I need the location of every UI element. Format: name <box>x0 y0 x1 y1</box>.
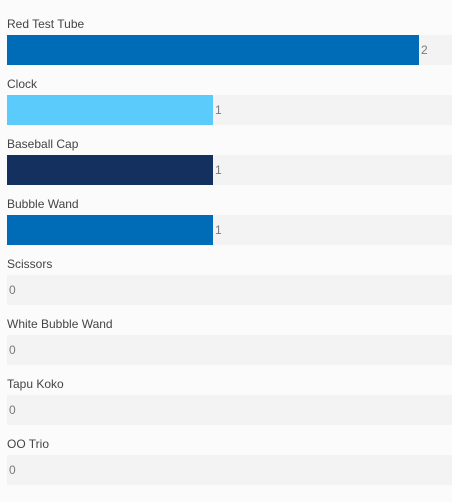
category-label: White Bubble Wand <box>7 317 113 331</box>
bar-track: 0 <box>7 395 452 425</box>
data-label: 1 <box>215 223 222 237</box>
bar <box>7 215 213 245</box>
bar-track: 1 <box>7 215 452 245</box>
data-label: 0 <box>9 343 16 357</box>
data-label: 1 <box>215 103 222 117</box>
category-label: Scissors <box>7 257 53 271</box>
bar-track: 1 <box>7 155 452 185</box>
data-label: 2 <box>421 43 428 57</box>
bar <box>7 155 213 185</box>
category-label: Baseball Cap <box>7 137 79 151</box>
bar-track: 0 <box>7 335 452 365</box>
bar <box>7 35 419 65</box>
category-label: Clock <box>7 77 38 91</box>
category-label: Red Test Tube <box>7 17 85 31</box>
bar-track: 0 <box>7 455 452 485</box>
data-label: 0 <box>9 403 16 417</box>
category-label: OO Trio <box>7 437 50 451</box>
bar-track: 1 <box>7 95 452 125</box>
category-label: Tapu Koko <box>7 377 64 391</box>
category-label: Bubble Wand <box>7 197 79 211</box>
data-label: 0 <box>9 283 16 297</box>
bar-track: 2 <box>7 35 452 65</box>
bar <box>7 95 213 125</box>
bar-track: 0 <box>7 275 452 305</box>
data-label: 1 <box>215 163 222 177</box>
data-label: 0 <box>9 463 16 477</box>
